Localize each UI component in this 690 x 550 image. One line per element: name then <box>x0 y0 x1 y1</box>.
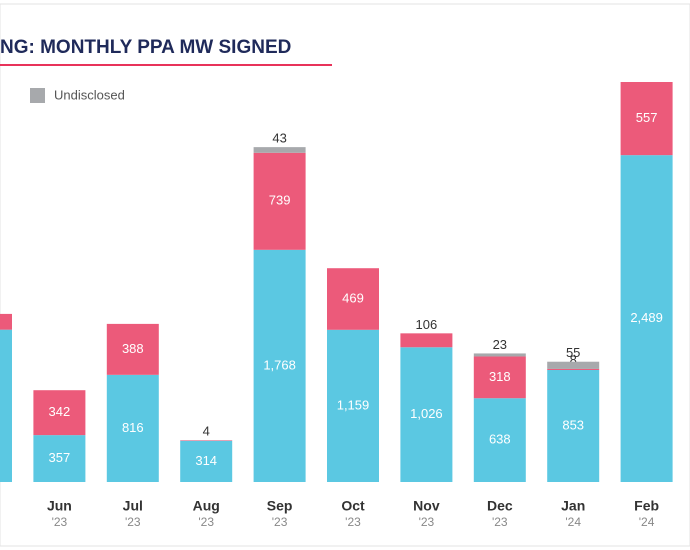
x-tick-label: Aug <box>193 498 220 514</box>
bar-segment <box>473 398 526 482</box>
data-label: 638 <box>489 432 511 447</box>
x-tick-year: '23 <box>272 515 288 529</box>
bar-segment <box>253 152 306 250</box>
bar-segment <box>620 155 673 482</box>
data-label: 388 <box>122 341 144 356</box>
bar-segment <box>106 323 159 375</box>
bar-segment <box>0 313 12 330</box>
data-label: 739 <box>269 193 291 208</box>
x-tick-year: '24 <box>639 515 655 529</box>
data-label: 557 <box>636 110 658 125</box>
data-label: 342 <box>49 404 71 419</box>
data-label: 853 <box>562 417 584 432</box>
x-tick-year: '24 <box>565 515 581 529</box>
bar-segment <box>547 361 600 369</box>
x-tick-label: Oct <box>341 498 365 514</box>
bar-segment <box>33 435 86 482</box>
data-label: 8 <box>570 352 577 367</box>
x-tick-year: '23 <box>125 515 141 529</box>
x-tick-label: Jul <box>123 498 143 514</box>
bar-segment <box>327 329 379 482</box>
x-tick-year: '23 <box>345 515 361 529</box>
data-label: 55 <box>566 345 580 360</box>
bar-segment <box>400 333 453 348</box>
data-label: 4 <box>203 424 210 439</box>
data-label: 2,489 <box>630 310 663 325</box>
bar-segment <box>33 390 86 436</box>
x-tick-year: '23 <box>52 515 68 529</box>
frame <box>0 3 690 547</box>
bar-segment <box>253 249 306 482</box>
bar-segment <box>400 347 453 482</box>
x-tick-label: Jan <box>561 498 585 514</box>
bar-segment <box>327 268 379 330</box>
bar-segment <box>473 356 526 399</box>
x-tick-year: '23 <box>419 515 435 529</box>
data-label: 43 <box>272 131 286 146</box>
bar-segment <box>547 369 600 482</box>
legend-swatch <box>30 88 45 103</box>
x-tick-label: Sep <box>267 498 293 514</box>
bar-segment <box>180 440 233 482</box>
x-tick-label: Feb <box>634 498 659 514</box>
bar-segment <box>473 353 526 357</box>
bar-segment <box>0 329 12 482</box>
bar-segment <box>620 82 673 156</box>
bar-segment <box>180 440 233 441</box>
data-label: 1,768 <box>263 357 296 372</box>
data-label: 106 <box>416 317 438 332</box>
bar-segment <box>253 147 306 153</box>
x-tick-year: '23 <box>198 515 214 529</box>
bar-segment <box>106 374 159 482</box>
x-tick-year: '23 <box>492 515 508 529</box>
data-label: 318 <box>489 369 511 384</box>
x-tick-label: Dec <box>487 498 513 514</box>
data-label: 1,026 <box>410 406 443 421</box>
data-label: 314 <box>195 453 217 468</box>
data-label: 23 <box>493 337 507 352</box>
legend-label: Undisclosed <box>54 87 125 102</box>
x-tick-label: Nov <box>413 498 440 514</box>
data-label: 469 <box>342 290 364 305</box>
x-tick-label: Jun <box>47 498 72 514</box>
data-label: 357 <box>49 450 71 465</box>
data-label: 816 <box>122 420 144 435</box>
bar-segment <box>547 368 600 370</box>
data-label: 1,159 <box>337 397 370 412</box>
chart-title: NG: MONTHLY PPA MW SIGNED <box>0 37 291 58</box>
